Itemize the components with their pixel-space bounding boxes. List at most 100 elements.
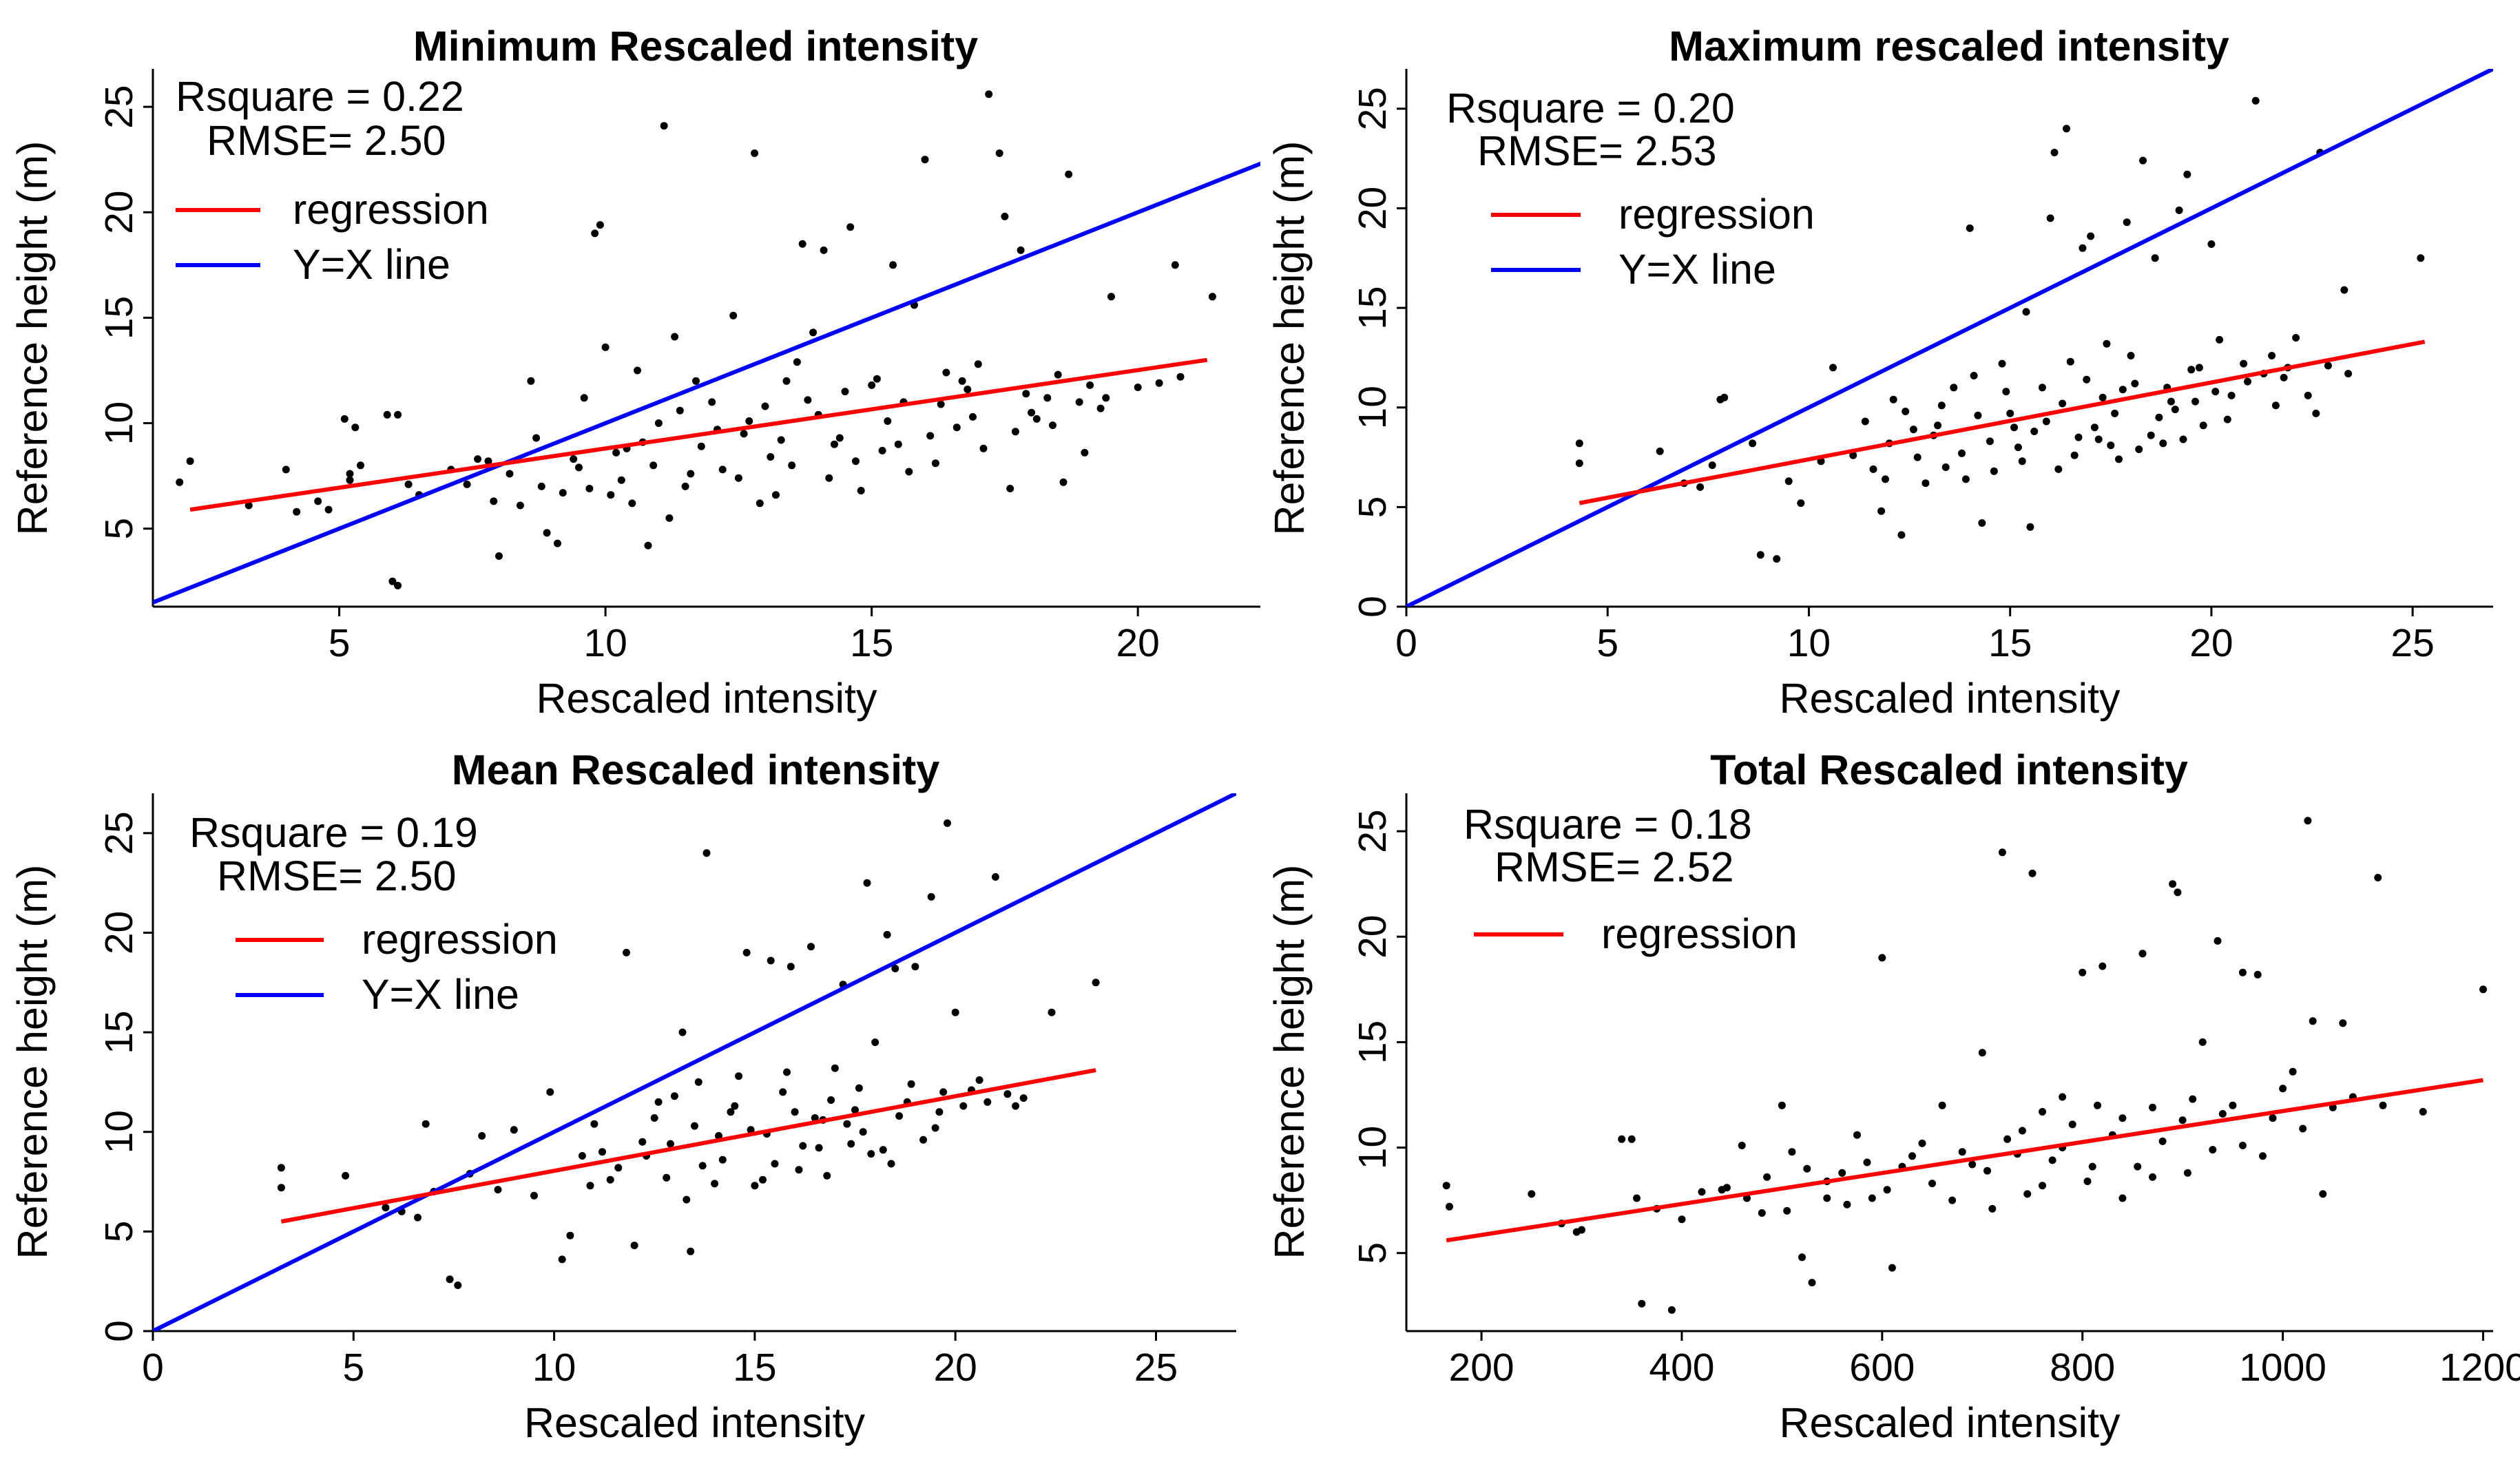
data-point — [1937, 401, 1946, 410]
data-point — [926, 432, 935, 440]
data-point — [1868, 1194, 1876, 1202]
data-point — [697, 442, 705, 450]
data-point — [1798, 1253, 1806, 1262]
data-point — [388, 577, 397, 585]
data-point — [1749, 439, 1757, 448]
x-tick-label: 5 — [1596, 621, 1618, 665]
data-point — [2479, 985, 2487, 994]
data-point — [927, 892, 935, 901]
data-point — [759, 1175, 767, 1184]
y-tick-label: 20 — [1351, 187, 1395, 230]
data-point — [2174, 888, 2182, 897]
data-point — [783, 1068, 791, 1076]
data-point — [414, 1213, 421, 1222]
data-point — [2059, 1093, 2067, 1101]
x-tick-label: 20 — [933, 1346, 977, 1390]
data-point — [2115, 455, 2123, 463]
data-point — [1758, 1209, 1766, 1217]
data-point — [1913, 453, 1922, 461]
data-point — [2103, 339, 2111, 348]
data-point — [974, 360, 982, 368]
data-point — [782, 377, 791, 385]
data-point — [827, 1096, 835, 1104]
data-point — [891, 965, 899, 972]
data-point — [2339, 1019, 2347, 1027]
data-point — [1909, 426, 1917, 434]
data-point — [1958, 1148, 1966, 1156]
y-tick-label: 10 — [1351, 386, 1395, 429]
data-point — [2229, 1101, 2237, 1109]
data-point — [580, 394, 588, 402]
y-tick-label: 25 — [1351, 87, 1395, 130]
data-point — [883, 930, 891, 939]
x-tick-label: 10 — [583, 621, 627, 665]
x-tick-label: 15 — [850, 621, 893, 665]
data-point — [1627, 1135, 1636, 1143]
data-point — [586, 1182, 594, 1190]
data-point — [454, 1282, 462, 1289]
data-point — [606, 1175, 614, 1184]
y-tick-label: 25 — [97, 85, 141, 128]
data-point — [1998, 848, 2006, 857]
identity-line — [153, 161, 1260, 605]
data-point — [683, 1195, 691, 1204]
data-point — [2199, 421, 2207, 430]
data-point — [911, 963, 919, 971]
data-point — [2003, 1135, 2012, 1143]
data-point — [1803, 1164, 1811, 1173]
panel-title: Minimum Rescaled intensity — [413, 23, 978, 70]
data-point — [293, 508, 301, 516]
data-point — [1784, 477, 1793, 485]
data-point — [596, 221, 604, 229]
x-tick-label: 25 — [1134, 1346, 1178, 1390]
data-point — [1075, 398, 1083, 406]
data-point — [793, 358, 801, 366]
data-point — [1575, 439, 1583, 448]
data-point — [931, 459, 939, 468]
data-point — [804, 396, 812, 404]
data-point — [570, 455, 578, 463]
regression-line — [280, 1068, 1096, 1224]
x-axis-label: Rescaled intensity — [1779, 1399, 2121, 1446]
data-point — [2268, 352, 2276, 359]
data-point — [1011, 428, 1019, 436]
data-point — [2304, 391, 2312, 399]
data-point — [1961, 475, 1970, 483]
data-point — [2030, 428, 2039, 435]
data-point — [2198, 1038, 2207, 1046]
data-point — [867, 1150, 875, 1158]
data-point — [2309, 1017, 2317, 1025]
data-point — [2123, 218, 2131, 227]
data-point — [751, 149, 759, 157]
data-point — [2118, 1114, 2127, 1122]
data-point — [2094, 435, 2103, 443]
data-point — [1986, 437, 1994, 446]
data-point — [942, 368, 950, 377]
data-point — [718, 1155, 727, 1164]
data-point — [421, 1120, 430, 1128]
data-point — [1883, 1186, 1891, 1194]
data-point — [846, 223, 855, 231]
regression-line — [1446, 1078, 2483, 1243]
rsquare-text: Rsquare = 0.22 — [176, 73, 464, 120]
data-point — [767, 956, 775, 965]
data-point — [1978, 1049, 1986, 1057]
data-point — [851, 1106, 859, 1114]
data-point — [2138, 950, 2147, 958]
data-point — [2183, 1169, 2191, 1177]
data-point — [612, 448, 621, 457]
data-point — [1171, 261, 1179, 269]
data-point — [857, 487, 865, 494]
data-point — [1003, 1090, 1012, 1098]
data-point — [495, 552, 503, 560]
data-point — [2279, 1085, 2287, 1093]
data-point — [607, 491, 615, 499]
data-point — [959, 1102, 968, 1110]
x-tick-label: 25 — [2391, 621, 2434, 665]
data-point — [490, 497, 498, 505]
panel-title: Total Rescaled intensity — [1710, 746, 2188, 793]
data-point — [807, 943, 815, 951]
data-point — [2018, 457, 2026, 465]
data-point — [1134, 384, 1142, 391]
data-point — [1928, 1180, 1936, 1188]
